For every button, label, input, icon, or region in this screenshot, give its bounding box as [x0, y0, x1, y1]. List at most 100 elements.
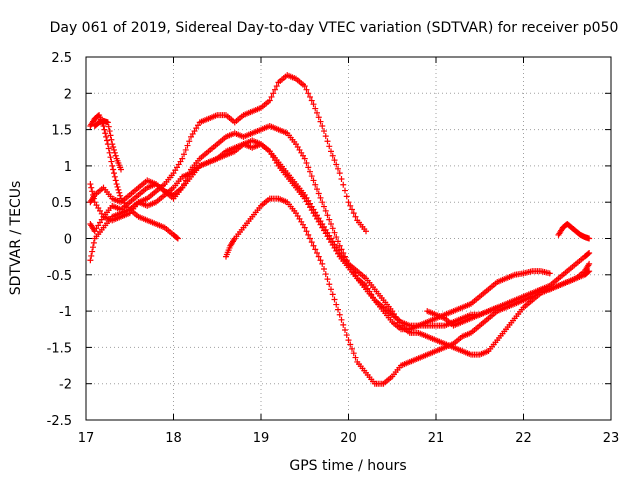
data-point [321, 265, 327, 272]
data-point [322, 207, 329, 214]
series-arc-c [87, 72, 369, 235]
data-point [117, 192, 124, 199]
data-point [317, 194, 324, 201]
data-point [347, 202, 354, 209]
data-point [111, 173, 118, 180]
data-point [109, 162, 116, 169]
data-point [305, 90, 312, 97]
data-point [89, 188, 96, 195]
data-point [321, 203, 327, 210]
data-point [106, 149, 113, 156]
data-point [494, 304, 501, 311]
data-points [87, 72, 593, 387]
data-point [104, 137, 110, 144]
data-point [317, 257, 324, 264]
data-point [105, 145, 112, 152]
grid-lines [86, 57, 611, 420]
data-point [312, 181, 319, 188]
data-point [350, 350, 357, 357]
data-point [303, 228, 310, 235]
data-point [343, 193, 350, 200]
data-point [326, 143, 333, 150]
data-point [340, 181, 347, 188]
data-point [315, 190, 322, 197]
plot-frame [85, 56, 612, 421]
data-point [184, 142, 191, 149]
data-point [89, 248, 96, 255]
data-point [315, 114, 322, 121]
x-tick-label: 21 [428, 431, 445, 446]
data-point [301, 83, 308, 90]
data-point [107, 132, 114, 139]
data-point [314, 109, 320, 116]
data-point [586, 268, 593, 275]
data-point [90, 244, 96, 251]
data-point [182, 146, 189, 153]
data-point [103, 133, 110, 140]
data-point [174, 234, 180, 241]
series-arc-f [87, 137, 593, 358]
data-point [305, 164, 312, 171]
y-axis-label: SDTVAR / TECUs [8, 181, 24, 296]
data-point [329, 291, 336, 298]
data-point [315, 253, 322, 260]
data-point [333, 234, 340, 241]
data-point [342, 187, 348, 194]
data-point [331, 296, 338, 303]
data-point [347, 341, 354, 348]
y-tick-label: 1 [64, 160, 72, 175]
data-point [324, 212, 331, 219]
x-axis-label: GPS time / hours [289, 458, 406, 474]
data-point [335, 238, 341, 245]
y-tick-label: -1.5 [47, 341, 72, 356]
data-point [329, 152, 336, 159]
data-point [179, 155, 186, 162]
x-tick-label: 23 [603, 431, 620, 446]
y-tick-label: -2.5 [47, 414, 72, 429]
data-point [352, 213, 359, 220]
data-point [310, 101, 317, 108]
data-point [324, 138, 331, 145]
y-tick-label: -2 [59, 378, 72, 393]
data-point [340, 321, 347, 328]
y-tick-label: 0 [64, 233, 72, 248]
data-point [333, 161, 340, 168]
data-point [336, 311, 343, 318]
data-point [319, 260, 326, 267]
data-point [87, 181, 94, 188]
data-point [105, 123, 112, 130]
y-tick-label: 0.5 [51, 196, 72, 211]
data-point [321, 128, 327, 135]
data-point [342, 326, 348, 333]
data-point [114, 183, 121, 190]
y-tick-label: 1.5 [51, 124, 72, 139]
data-point [270, 90, 277, 97]
y-tick-label: -0.5 [47, 269, 72, 284]
data-point [181, 151, 187, 158]
data-point [336, 242, 343, 249]
data-point [102, 130, 109, 137]
data-point [111, 149, 118, 156]
data-point [301, 155, 308, 162]
data-point [116, 189, 123, 196]
data-point [112, 152, 119, 159]
data-point [329, 225, 336, 232]
data-point [301, 224, 308, 231]
data-point [352, 354, 359, 361]
data-point [307, 93, 313, 100]
data-point [310, 242, 317, 249]
data-point [106, 128, 113, 135]
data-point [585, 250, 592, 257]
data-point [586, 250, 593, 257]
y-tick-label: -1 [59, 305, 72, 320]
data-point [326, 281, 333, 288]
y-tick-label: 2 [64, 87, 72, 102]
data-point [100, 122, 107, 129]
data-point [343, 332, 350, 339]
data-point [328, 148, 334, 155]
data-point [338, 175, 345, 182]
data-point [363, 228, 369, 235]
x-tick-label: 19 [253, 431, 270, 446]
data-point [118, 166, 124, 173]
data-point [307, 168, 313, 175]
